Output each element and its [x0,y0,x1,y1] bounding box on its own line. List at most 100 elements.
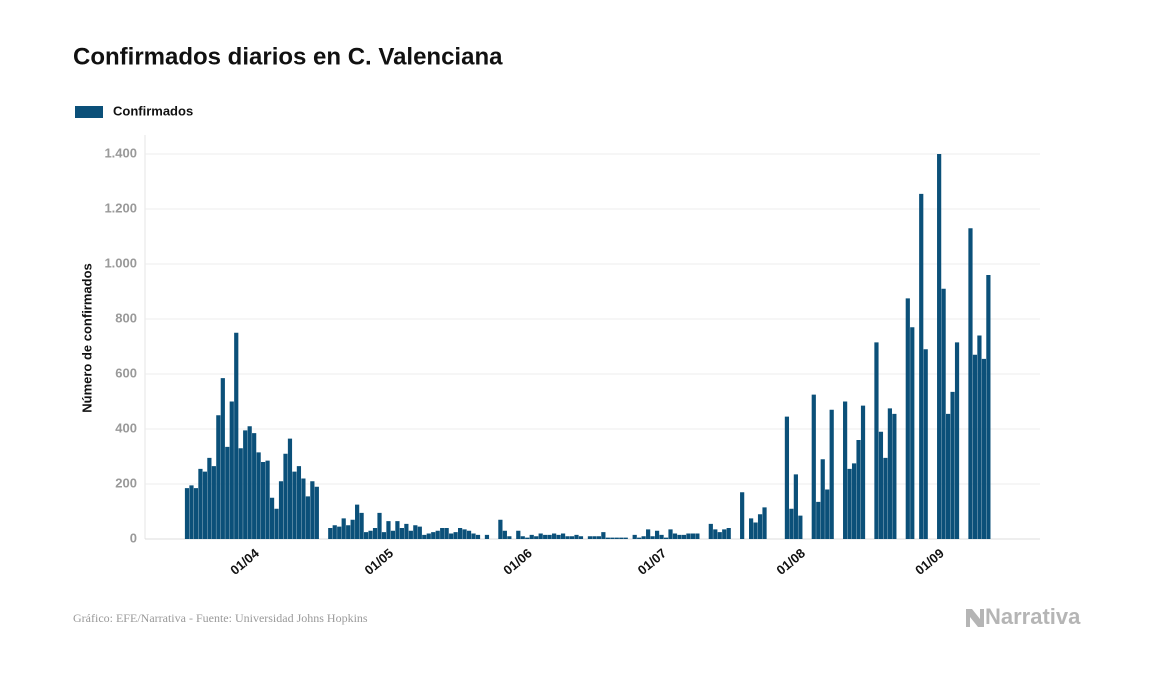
bar [847,468,852,539]
bar [592,536,597,539]
bar [672,533,678,539]
bar [941,288,946,539]
bar [820,459,825,539]
bar [247,426,252,539]
bar [789,508,794,539]
bar [910,327,915,539]
bar [686,533,691,539]
x-tick-label: 01/05 [362,545,397,577]
bar [851,463,857,539]
bar [596,536,601,539]
bar [274,508,279,539]
chart-title: Confirmados diarios en C. Valenciana [73,43,503,70]
bar [413,525,418,539]
bar [337,526,342,539]
bar [972,354,978,539]
bar [950,391,955,539]
bar [211,466,216,539]
bar [462,529,467,539]
bar [377,512,382,539]
bar [677,534,682,539]
bar [798,515,803,539]
bar [757,514,763,539]
bar [605,537,610,539]
bar [444,528,449,539]
bar [426,533,431,539]
bar [659,534,664,539]
bar [654,530,660,539]
bar [265,460,270,539]
y-tick-label: 1.400 [104,145,137,160]
bar [520,536,525,539]
bar [565,536,570,539]
bar [216,415,221,539]
bar [252,433,257,539]
bar [417,526,422,539]
bar [363,532,369,539]
bar [466,530,472,539]
y-tick-label: 1.000 [104,255,137,270]
bar [422,534,427,539]
bar [399,528,404,539]
bar [632,534,637,539]
bar [681,534,687,539]
bar [892,413,897,539]
bar [552,533,557,539]
source: Gráfico: EFE/Narrativa - Fuente: Univers… [73,611,368,625]
bar [390,530,396,539]
logo-icon [966,609,984,627]
bar [278,481,284,539]
bar [386,521,391,539]
bar [668,529,673,539]
x-tick-label: 01/07 [635,545,670,577]
bar [543,534,548,539]
bar [793,474,798,539]
bar [534,536,539,539]
bar [525,537,530,539]
bar [207,457,212,539]
bar [954,342,960,539]
bar [637,537,642,539]
bar [614,537,619,539]
bar [717,532,722,539]
x-tick-label: 01/09 [912,545,947,577]
bar [296,466,302,539]
y-tick-label: 400 [115,420,137,435]
bar [749,518,754,539]
bar [610,537,615,539]
bar [601,532,606,539]
bar [471,533,476,539]
bar [623,537,628,539]
bar [359,512,364,539]
bar [381,532,387,539]
bar [507,536,512,539]
bar [529,534,534,539]
bar [574,534,579,539]
bar [887,408,892,539]
bar [856,440,861,539]
bar [587,536,593,539]
bar [708,523,713,539]
bar [341,518,346,539]
x-tick-label: 01/06 [500,545,535,577]
bar [663,537,669,539]
bar [762,507,767,539]
bar [816,501,821,539]
bar [977,335,982,539]
bar [310,481,315,539]
bar [713,529,718,539]
bar [234,332,239,539]
bar [305,496,310,539]
bar [314,486,319,539]
bar [328,528,333,539]
bar [261,462,266,539]
bar [193,488,199,539]
bar [619,537,624,539]
bar [225,446,230,539]
bar [453,532,458,539]
bar [547,534,552,539]
bar [404,523,409,539]
bar [878,431,884,539]
bar [449,533,454,539]
